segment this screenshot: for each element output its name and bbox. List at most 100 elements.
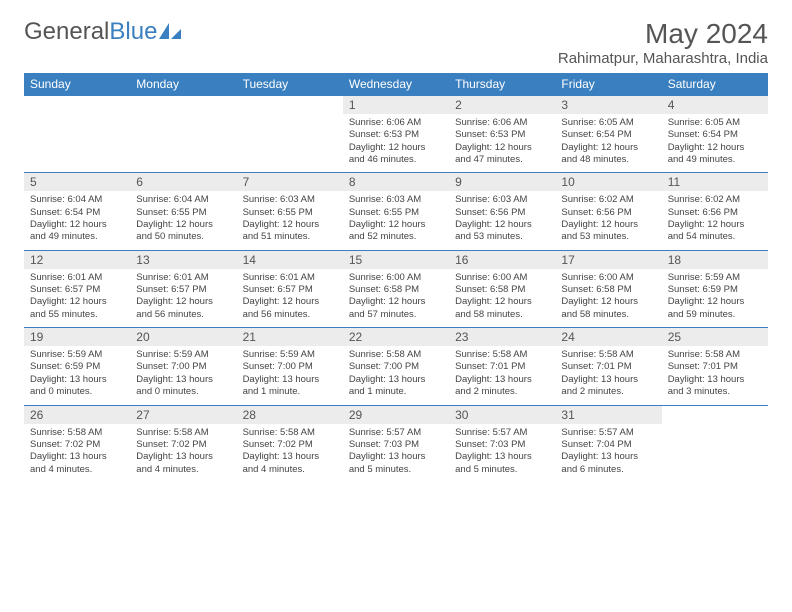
calendar-cell: 29Sunrise: 5:57 AMSunset: 7:03 PMDayligh…: [343, 405, 449, 482]
calendar-cell: 1Sunrise: 6:06 AMSunset: 6:53 PMDaylight…: [343, 96, 449, 173]
calendar-cell: 9Sunrise: 6:03 AMSunset: 6:56 PMDaylight…: [449, 173, 555, 250]
day-body: Sunrise: 6:01 AMSunset: 6:57 PMDaylight:…: [237, 269, 343, 327]
day-number: 9: [449, 173, 555, 191]
sunset-text: Sunset: 6:55 PM: [349, 207, 443, 219]
calendar-cell: 5Sunrise: 6:04 AMSunset: 6:54 PMDaylight…: [24, 173, 130, 250]
day-number: 10: [555, 173, 661, 191]
daylight-text: Daylight: 13 hours and 4 minutes.: [136, 451, 230, 476]
calendar-table: SundayMondayTuesdayWednesdayThursdayFrid…: [24, 73, 768, 482]
sunset-text: Sunset: 6:54 PM: [668, 129, 762, 141]
day-body: Sunrise: 6:00 AMSunset: 6:58 PMDaylight:…: [449, 269, 555, 327]
brand-part1: General: [24, 18, 109, 46]
day-number: 3: [555, 96, 661, 114]
sunset-text: Sunset: 7:01 PM: [668, 361, 762, 373]
daylight-text: Daylight: 12 hours and 51 minutes.: [243, 219, 337, 244]
calendar-cell: 17Sunrise: 6:00 AMSunset: 6:58 PMDayligh…: [555, 250, 661, 327]
calendar-cell: 10Sunrise: 6:02 AMSunset: 6:56 PMDayligh…: [555, 173, 661, 250]
calendar-cell: 30Sunrise: 5:57 AMSunset: 7:03 PMDayligh…: [449, 405, 555, 482]
sunrise-text: Sunrise: 5:59 AM: [136, 349, 230, 361]
day-number: 15: [343, 251, 449, 269]
day-number: 17: [555, 251, 661, 269]
sunrise-text: Sunrise: 5:59 AM: [243, 349, 337, 361]
calendar-cell: 22Sunrise: 5:58 AMSunset: 7:00 PMDayligh…: [343, 328, 449, 405]
weekday-header: Friday: [555, 73, 661, 96]
day-number: 7: [237, 173, 343, 191]
daylight-text: Daylight: 12 hours and 53 minutes.: [561, 219, 655, 244]
sunrise-text: Sunrise: 5:58 AM: [136, 427, 230, 439]
calendar-cell: 21Sunrise: 5:59 AMSunset: 7:00 PMDayligh…: [237, 328, 343, 405]
sunrise-text: Sunrise: 6:01 AM: [30, 272, 124, 284]
sunrise-text: Sunrise: 5:57 AM: [455, 427, 549, 439]
day-number: 6: [130, 173, 236, 191]
sunrise-text: Sunrise: 5:59 AM: [668, 272, 762, 284]
weekday-header: Saturday: [662, 73, 768, 96]
calendar-cell: 25Sunrise: 5:58 AMSunset: 7:01 PMDayligh…: [662, 328, 768, 405]
sunrise-text: Sunrise: 5:58 AM: [243, 427, 337, 439]
sunrise-text: Sunrise: 5:57 AM: [349, 427, 443, 439]
sunrise-text: Sunrise: 5:57 AM: [561, 427, 655, 439]
daylight-text: Daylight: 13 hours and 4 minutes.: [243, 451, 337, 476]
calendar-cell: 26Sunrise: 5:58 AMSunset: 7:02 PMDayligh…: [24, 405, 130, 482]
sunset-text: Sunset: 6:53 PM: [349, 129, 443, 141]
day-number: 30: [449, 406, 555, 424]
calendar-cell: 23Sunrise: 5:58 AMSunset: 7:01 PMDayligh…: [449, 328, 555, 405]
sunset-text: Sunset: 7:02 PM: [30, 439, 124, 451]
day-number: 13: [130, 251, 236, 269]
day-body: Sunrise: 6:03 AMSunset: 6:55 PMDaylight:…: [343, 191, 449, 249]
day-body: Sunrise: 6:06 AMSunset: 6:53 PMDaylight:…: [343, 114, 449, 172]
sunrise-text: Sunrise: 6:00 AM: [455, 272, 549, 284]
day-body: Sunrise: 5:59 AMSunset: 6:59 PMDaylight:…: [662, 269, 768, 327]
day-body: Sunrise: 5:58 AMSunset: 7:02 PMDaylight:…: [237, 424, 343, 482]
sunset-text: Sunset: 6:58 PM: [455, 284, 549, 296]
daylight-text: Daylight: 13 hours and 5 minutes.: [455, 451, 549, 476]
sunset-text: Sunset: 6:55 PM: [136, 207, 230, 219]
day-body: Sunrise: 6:02 AMSunset: 6:56 PMDaylight:…: [555, 191, 661, 249]
sunrise-text: Sunrise: 5:58 AM: [455, 349, 549, 361]
calendar-cell: [662, 405, 768, 482]
daylight-text: Daylight: 13 hours and 2 minutes.: [561, 374, 655, 399]
sunrise-text: Sunrise: 6:01 AM: [136, 272, 230, 284]
day-number: 8: [343, 173, 449, 191]
sunset-text: Sunset: 6:56 PM: [455, 207, 549, 219]
day-body: Sunrise: 5:59 AMSunset: 6:59 PMDaylight:…: [24, 346, 130, 404]
day-body: Sunrise: 5:58 AMSunset: 7:02 PMDaylight:…: [130, 424, 236, 482]
daylight-text: Daylight: 13 hours and 0 minutes.: [136, 374, 230, 399]
sunrise-text: Sunrise: 5:58 AM: [349, 349, 443, 361]
day-number: 24: [555, 328, 661, 346]
daylight-text: Daylight: 13 hours and 3 minutes.: [668, 374, 762, 399]
weekday-header: Monday: [130, 73, 236, 96]
sunset-text: Sunset: 6:54 PM: [561, 129, 655, 141]
calendar-cell: [130, 96, 236, 173]
month-title: May 2024: [558, 18, 768, 50]
sunset-text: Sunset: 6:59 PM: [30, 361, 124, 373]
brand-part2: Blue: [109, 18, 157, 46]
calendar-cell: 24Sunrise: 5:58 AMSunset: 7:01 PMDayligh…: [555, 328, 661, 405]
sunrise-text: Sunrise: 6:04 AM: [30, 194, 124, 206]
calendar-week: 5Sunrise: 6:04 AMSunset: 6:54 PMDaylight…: [24, 173, 768, 250]
day-number: 22: [343, 328, 449, 346]
day-number: 27: [130, 406, 236, 424]
daylight-text: Daylight: 12 hours and 53 minutes.: [455, 219, 549, 244]
calendar-cell: 20Sunrise: 5:59 AMSunset: 7:00 PMDayligh…: [130, 328, 236, 405]
weekday-header: Sunday: [24, 73, 130, 96]
day-number: 2: [449, 96, 555, 114]
sunrise-text: Sunrise: 6:00 AM: [349, 272, 443, 284]
title-block: May 2024 Rahimatpur, Maharashtra, India: [558, 18, 768, 67]
daylight-text: Daylight: 12 hours and 56 minutes.: [243, 296, 337, 321]
day-body: Sunrise: 6:03 AMSunset: 6:56 PMDaylight:…: [449, 191, 555, 249]
sunset-text: Sunset: 6:56 PM: [668, 207, 762, 219]
weekday-header: Wednesday: [343, 73, 449, 96]
day-number: 20: [130, 328, 236, 346]
daylight-text: Daylight: 12 hours and 49 minutes.: [30, 219, 124, 244]
sunset-text: Sunset: 6:58 PM: [349, 284, 443, 296]
day-body: Sunrise: 6:04 AMSunset: 6:54 PMDaylight:…: [24, 191, 130, 249]
daylight-text: Daylight: 12 hours and 48 minutes.: [561, 142, 655, 167]
day-body: Sunrise: 5:58 AMSunset: 7:01 PMDaylight:…: [555, 346, 661, 404]
day-body: Sunrise: 6:05 AMSunset: 6:54 PMDaylight:…: [662, 114, 768, 172]
day-number: 16: [449, 251, 555, 269]
sunrise-text: Sunrise: 5:59 AM: [30, 349, 124, 361]
sunrise-text: Sunrise: 6:01 AM: [243, 272, 337, 284]
sunset-text: Sunset: 7:01 PM: [561, 361, 655, 373]
sunset-text: Sunset: 6:57 PM: [243, 284, 337, 296]
calendar-cell: 18Sunrise: 5:59 AMSunset: 6:59 PMDayligh…: [662, 250, 768, 327]
